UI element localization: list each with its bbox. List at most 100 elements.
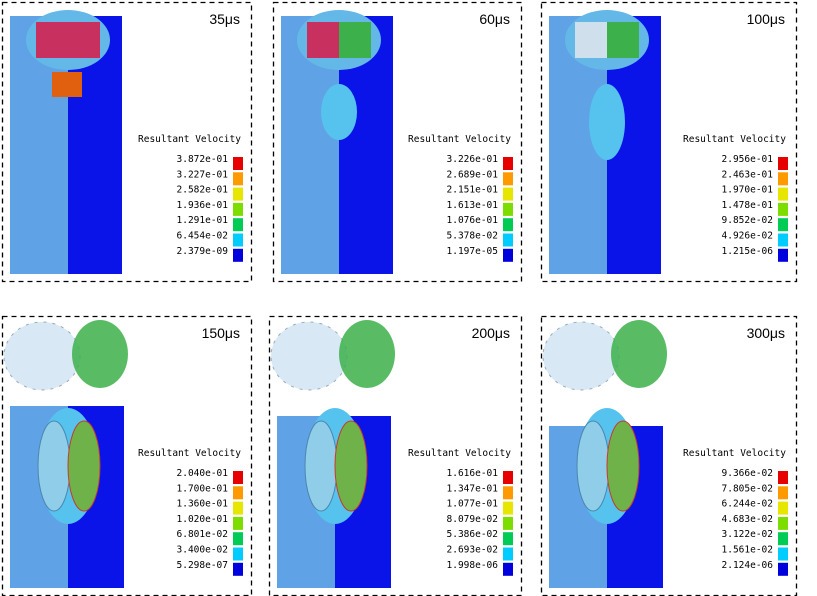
legend-label: 1.970e-01 [722, 185, 774, 196]
time-label: 150μs [202, 325, 240, 341]
legend-label: 3.872e-01 [177, 154, 229, 165]
blob [542, 321, 620, 391]
sim-blob [36, 22, 68, 58]
legend-swatch [233, 202, 243, 216]
blob [270, 321, 348, 391]
legend-swatch [503, 187, 513, 201]
legend-swatch [778, 187, 788, 201]
time-label: 100μs [747, 11, 785, 27]
legend-swatch [503, 501, 513, 515]
panel: 100μs Resultant Velocity 2.956e-01 2.463e-0… [540, 1, 798, 283]
legend-swatch [778, 532, 788, 546]
legend-label: 2.582e-01 [177, 185, 229, 196]
legend-swatch [503, 157, 513, 170]
legend-swatch [503, 471, 513, 484]
sim-blob [321, 84, 357, 140]
legend-swatch [503, 172, 513, 186]
legend-label: 5.378e-02 [447, 231, 498, 242]
legend-label: 6.801e-02 [177, 529, 228, 540]
legend-title: Resultant Velocity [408, 448, 511, 459]
blob [611, 320, 667, 388]
legend-swatch [503, 218, 513, 232]
sim-blob [52, 72, 82, 97]
sim-blob [67, 420, 101, 512]
legend-swatch [233, 187, 243, 201]
legend-swatch [778, 172, 788, 186]
legend-swatch [778, 471, 788, 484]
panel: 35μs Resultant Velocity 3.872e-01 3.227e-01… [1, 1, 253, 283]
sim-blob [304, 420, 338, 512]
legend-title: Resultant Velocity [138, 448, 241, 459]
legend-label: 1.076e-01 [447, 215, 499, 226]
legend-swatch [778, 248, 788, 262]
time-label: 35μs [209, 11, 240, 27]
legend-swatch [233, 471, 243, 484]
legend-title: Resultant Velocity [408, 134, 511, 145]
legend-label: 2.124e-06 [722, 560, 774, 571]
legend-swatch [778, 218, 788, 232]
legend-label: 3.227e-01 [177, 169, 229, 180]
panel: 60μs Resultant Velocity 3.226e-01 2.689e-01… [272, 1, 523, 283]
legend-swatch [233, 501, 243, 515]
sim-blob [307, 22, 339, 58]
blob [339, 320, 395, 388]
legend-label: 1.561e-02 [722, 545, 773, 556]
legend-label: 4.683e-02 [722, 514, 773, 525]
legend-swatch [233, 516, 243, 530]
legend-title: Resultant Velocity [683, 448, 786, 459]
legend-label: 1.998e-06 [447, 560, 499, 571]
legend-label: 2.040e-01 [177, 468, 229, 479]
legend-label: 1.020e-01 [177, 514, 229, 525]
legend-label: 1.616e-01 [447, 468, 499, 479]
legend-label: 1.700e-01 [177, 483, 229, 494]
blob [3, 321, 81, 391]
legend-label: 2.379e-09 [177, 246, 229, 257]
legend-label: 1.613e-01 [447, 200, 499, 211]
legend-label: 1.478e-01 [722, 200, 774, 211]
legend-swatch [778, 547, 788, 561]
legend-swatch [503, 486, 513, 500]
panel: 200μs Resultant Velocity 1.616e-01 1.347e-0… [268, 315, 523, 596]
legend-label: 6.454e-02 [177, 231, 228, 242]
panel-border [272, 1, 523, 283]
sim-blob [576, 420, 610, 512]
legend-label: 1.291e-01 [177, 215, 229, 226]
legend-swatch [233, 562, 243, 576]
legend-swatch [503, 516, 513, 530]
panel: 300μs Resultant Velocity 9.366e-02 7.805e-0… [540, 315, 798, 596]
legend-swatch [778, 516, 788, 530]
panel-border [540, 1, 798, 283]
sim-blob [334, 420, 368, 512]
panel: 150μs Resultant Velocity 2.040e-01 1.700e-0… [1, 315, 253, 596]
legend-swatch [233, 218, 243, 232]
legend-swatch [233, 157, 243, 170]
legend-label: 1.936e-01 [177, 200, 229, 211]
time-label: 60μs [479, 11, 510, 27]
sim-blob [575, 22, 607, 58]
legend-label: 7.805e-02 [722, 483, 773, 494]
legend-label: 1.360e-01 [177, 499, 229, 510]
legend-swatch [778, 486, 788, 500]
legend-label: 4.926e-02 [722, 231, 773, 242]
legend-label: 5.386e-02 [447, 529, 498, 540]
legend-label: 2.463e-01 [722, 169, 774, 180]
legend-swatch [233, 486, 243, 500]
legend-swatch [233, 532, 243, 546]
legend-label: 8.079e-02 [447, 514, 498, 525]
blob [72, 320, 128, 388]
legend-label: 2.151e-01 [447, 185, 499, 196]
panel-border [1, 1, 253, 283]
sim-blob [589, 84, 625, 160]
sim-blob [607, 22, 639, 58]
legend-swatch [503, 202, 513, 216]
legend-swatch [503, 233, 513, 247]
legend-label: 2.956e-01 [722, 154, 774, 165]
legend-label: 3.122e-02 [722, 529, 773, 540]
time-label: 200μs [472, 325, 510, 341]
legend-label: 6.244e-02 [722, 499, 773, 510]
sim-blob [606, 420, 640, 512]
legend-label: 2.689e-01 [447, 169, 499, 180]
legend-swatch [778, 501, 788, 515]
legend-title: Resultant Velocity [138, 134, 241, 145]
